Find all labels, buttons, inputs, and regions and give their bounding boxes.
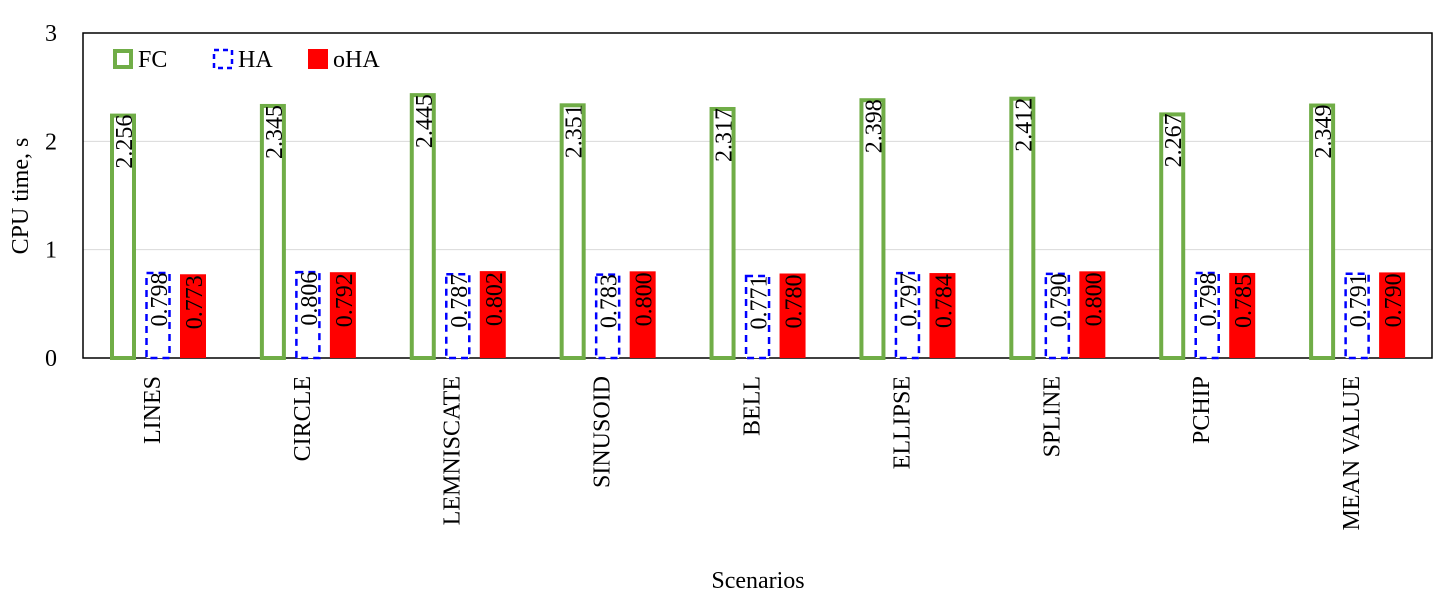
gridlines xyxy=(83,140,1432,251)
bar-fc-lemniscate xyxy=(409,93,436,360)
legend: FC HA oHA xyxy=(113,47,380,73)
legend-swatch-ha xyxy=(212,48,234,70)
bar-oha-lemniscate xyxy=(479,271,506,358)
data-label: 0.797 xyxy=(896,273,922,327)
axes: 0 1 2 3 LINES CIRCLE LEMNISCATE SINUSOID BELL ELL… xyxy=(45,21,1365,530)
data-label: 2.317 xyxy=(712,108,738,162)
bar-ha-lines xyxy=(145,271,171,360)
data-label: 0.798 xyxy=(1196,273,1222,327)
bars xyxy=(110,93,1406,361)
bar-oha-spline xyxy=(1079,271,1106,358)
bar-ha-mean-value xyxy=(1344,272,1370,360)
data-label: 0.800 xyxy=(1081,272,1107,326)
bar-ha-bell xyxy=(744,274,771,360)
bar-fc-spline xyxy=(1009,96,1036,360)
data-label: 0.800 xyxy=(632,272,658,326)
bar-fc-sinusoid xyxy=(559,103,586,360)
x-tick-label: LINES xyxy=(140,376,166,444)
y-axis-title: CPU time, s xyxy=(8,138,34,255)
data-label: 2.398 xyxy=(861,99,887,153)
bar-fc-pchip xyxy=(1159,112,1186,360)
bar-ha-pchip xyxy=(1194,271,1220,360)
x-tick-label: CIRCLE xyxy=(290,376,316,461)
data-label: 0.773 xyxy=(182,275,208,329)
data-label: 0.783 xyxy=(597,274,623,328)
legend-label-oha: oHA xyxy=(333,47,380,73)
x-tick-label: BELL xyxy=(740,376,766,436)
bar-oha-bell xyxy=(779,273,806,358)
data-label: 0.784 xyxy=(931,274,957,328)
bar-ha-sinusoid xyxy=(594,273,621,360)
legend-swatch-fc xyxy=(113,49,133,69)
legend-swatch-oha xyxy=(308,49,328,69)
data-label: 2.349 xyxy=(1311,105,1337,159)
data-label: 0.790 xyxy=(1381,273,1407,327)
data-label: 2.412 xyxy=(1011,98,1037,152)
data-label: 0.780 xyxy=(782,275,808,329)
data-label: 0.792 xyxy=(332,273,358,327)
bar-oha-circle xyxy=(329,272,356,358)
x-tick-label: PCHIP xyxy=(1189,376,1215,444)
data-label: 2.267 xyxy=(1161,113,1187,167)
data-labels: 2.256 0.798 0.773 2.345 0.806 0.792 2.445 0.787… xyxy=(112,94,1407,329)
bar-oha-lines xyxy=(180,274,206,358)
data-label: 0.806 xyxy=(297,272,323,326)
bar-fc-bell xyxy=(709,106,736,360)
y-tick-label: 3 xyxy=(45,21,57,47)
bar-oha-sinusoid xyxy=(629,271,656,358)
bar-ha-ellipse xyxy=(894,271,921,360)
data-label: 0.791 xyxy=(1346,273,1372,327)
data-label: 0.785 xyxy=(1231,274,1257,328)
bar-fc-mean-value xyxy=(1309,103,1336,361)
bar-ha-lemniscate xyxy=(445,272,471,360)
data-label: 0.771 xyxy=(747,275,773,329)
x-tick-label: SINUSOID xyxy=(590,376,616,488)
bar-ha-circle xyxy=(295,270,321,360)
data-label: 0.802 xyxy=(482,272,508,326)
y-tick-label: 2 xyxy=(45,129,57,155)
data-label: 2.345 xyxy=(262,105,288,159)
data-label: 0.787 xyxy=(447,274,473,328)
y-tick-label: 1 xyxy=(45,238,57,264)
x-axis-title: Scenarios xyxy=(711,568,804,594)
bar-oha-mean-value xyxy=(1379,272,1406,358)
bar-fc-ellipse xyxy=(859,98,886,360)
data-label: 2.256 xyxy=(112,115,138,169)
bar-oha-ellipse xyxy=(929,273,956,358)
x-tick-label: ELLIPSE xyxy=(889,376,915,469)
legend-label-fc: FC xyxy=(138,47,167,73)
legend-label-ha: HA xyxy=(238,47,273,73)
bar-ha-spline xyxy=(1044,272,1071,360)
x-tick-label: SPLINE xyxy=(1039,376,1065,457)
x-tick-label: LEMNISCATE xyxy=(440,376,466,525)
data-label: 2.351 xyxy=(562,104,588,158)
y-tick-label: 0 xyxy=(45,346,57,372)
data-label: 2.445 xyxy=(412,94,438,148)
data-label: 0.798 xyxy=(147,273,173,327)
bar-fc-lines xyxy=(110,113,136,360)
bar-fc-circle xyxy=(259,103,286,361)
x-tick-label: MEAN VALUE xyxy=(1339,376,1365,530)
bar-oha-pchip xyxy=(1229,272,1256,358)
data-label: 0.790 xyxy=(1046,273,1072,327)
